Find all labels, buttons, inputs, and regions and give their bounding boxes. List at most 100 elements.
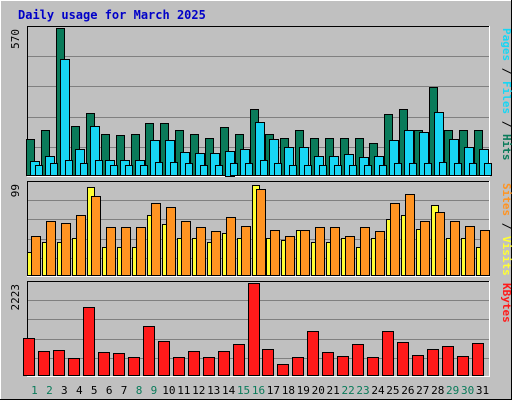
bar-kbytes-day-6 <box>98 352 110 376</box>
day-label-21: 21 <box>327 384 340 397</box>
bar-pages-day-26 <box>409 163 417 176</box>
day-label-7: 7 <box>121 384 128 397</box>
day-label-3: 3 <box>61 384 68 397</box>
day-label-29: 29 <box>446 384 459 397</box>
legend-item-kbytes: KBytes <box>500 283 512 323</box>
day-label-11: 11 <box>177 384 190 397</box>
bar-sites-day-3 <box>61 223 71 276</box>
bar-kbytes-day-26 <box>397 342 409 376</box>
bar-kbytes-day-27 <box>412 355 424 376</box>
day-label-23: 23 <box>356 384 369 397</box>
bar-sites-day-12 <box>196 227 206 276</box>
bar-sites-day-6 <box>106 227 116 276</box>
bar-sites-day-25 <box>390 203 400 276</box>
day-label-28: 28 <box>431 384 444 397</box>
bar-kbytes-day-8 <box>128 357 140 376</box>
legend-separator: / <box>500 216 512 236</box>
legend-item-visits: Visits <box>500 236 512 276</box>
bar-sites-day-22 <box>345 236 355 276</box>
bar-sites-day-24 <box>375 231 385 276</box>
bar-kbytes-day-5 <box>83 307 95 376</box>
bar-pages-day-31 <box>484 163 492 176</box>
bar-kbytes-day-11 <box>173 357 185 376</box>
bar-sites-day-20 <box>315 227 325 276</box>
day-label-8: 8 <box>136 384 143 397</box>
day-label-5: 5 <box>91 384 98 397</box>
legend-item-hits: Hits <box>500 134 512 161</box>
bar-sites-day-21 <box>330 227 340 276</box>
bar-pages-day-2 <box>50 163 58 176</box>
bar-kbytes-day-21 <box>322 352 334 376</box>
bar-pages-day-20 <box>319 165 327 176</box>
bar-pages-day-14 <box>230 163 238 176</box>
day-label-17: 17 <box>267 384 280 397</box>
bar-pages-day-1 <box>35 165 43 176</box>
bar-sites-day-26 <box>405 194 415 276</box>
bar-sites-day-8 <box>136 227 146 276</box>
bar-sites-day-10 <box>166 207 176 276</box>
bar-pages-day-6 <box>110 165 118 176</box>
day-label-31: 31 <box>476 384 489 397</box>
day-label-19: 19 <box>297 384 310 397</box>
day-label-22: 22 <box>341 384 354 397</box>
bar-sites-day-14 <box>226 217 236 276</box>
day-label-2: 2 <box>46 384 53 397</box>
bar-pages-day-21 <box>334 165 342 176</box>
bar-sites-day-16 <box>256 189 266 276</box>
bar-kbytes-day-9 <box>143 326 155 376</box>
day-label-18: 18 <box>282 384 295 397</box>
panel-hits-files-pages: 570 Pages / Files / Hits <box>9 26 512 177</box>
panel-visits-sites: 99 Sites / Visits <box>9 181 512 277</box>
bar-kbytes-day-10 <box>158 341 170 376</box>
bar-pages-day-30 <box>469 163 477 176</box>
bar-kbytes-day-13 <box>203 357 215 376</box>
legend-separator: / <box>500 61 512 81</box>
bar-sites-day-27 <box>420 221 430 276</box>
bar-kbytes-day-14 <box>218 351 230 376</box>
day-label-15: 15 <box>237 384 250 397</box>
bar-pages-day-9 <box>155 162 163 176</box>
bar-kbytes-day-4 <box>68 358 80 376</box>
day-label-10: 10 <box>162 384 175 397</box>
legend-item-sites: Sites <box>500 183 512 216</box>
bar-pages-day-8 <box>140 165 148 176</box>
bar-kbytes-day-24 <box>367 357 379 376</box>
bar-pages-day-11 <box>185 163 193 176</box>
bar-pages-day-29 <box>454 163 462 176</box>
bar-pages-day-24 <box>379 165 387 176</box>
bar-pages-day-3 <box>65 160 73 176</box>
bar-kbytes-day-16 <box>248 283 260 376</box>
bar-sites-day-30 <box>465 226 475 276</box>
day-label-1: 1 <box>31 384 38 397</box>
bar-pages-day-18 <box>289 165 297 176</box>
bar-sites-day-15 <box>241 226 251 276</box>
bar-sites-day-2 <box>46 221 56 276</box>
day-label-25: 25 <box>386 384 399 397</box>
day-label-20: 20 <box>312 384 325 397</box>
bar-pages-day-15 <box>245 163 253 176</box>
day-label-6: 6 <box>106 384 113 397</box>
day-label-9: 9 <box>151 384 158 397</box>
bar-sites-day-18 <box>285 236 295 276</box>
bar-sites-day-31 <box>480 230 490 276</box>
bar-kbytes-day-29 <box>442 346 454 376</box>
bar-pages-day-22 <box>349 165 357 176</box>
day-label-30: 30 <box>461 384 474 397</box>
legend-item-pages: Pages <box>500 28 512 61</box>
bar-sites-day-5 <box>91 196 101 276</box>
day-label-26: 26 <box>401 384 414 397</box>
bar-kbytes-day-31 <box>472 343 484 376</box>
y-max-label: 2223 <box>9 284 22 311</box>
bar-kbytes-day-25 <box>382 331 394 376</box>
panel-kbytes: 2223 KBytes <box>9 281 512 377</box>
day-label-13: 13 <box>207 384 220 397</box>
bar-pages-day-12 <box>200 165 208 176</box>
bar-pages-day-27 <box>424 163 432 176</box>
bar-sites-day-19 <box>300 230 310 276</box>
bar-kbytes-day-3 <box>53 350 65 376</box>
bar-kbytes-day-30 <box>457 356 469 376</box>
bar-pages-day-16 <box>260 160 268 176</box>
bar-sites-day-23 <box>360 227 370 276</box>
bar-pages-day-4 <box>80 163 88 176</box>
